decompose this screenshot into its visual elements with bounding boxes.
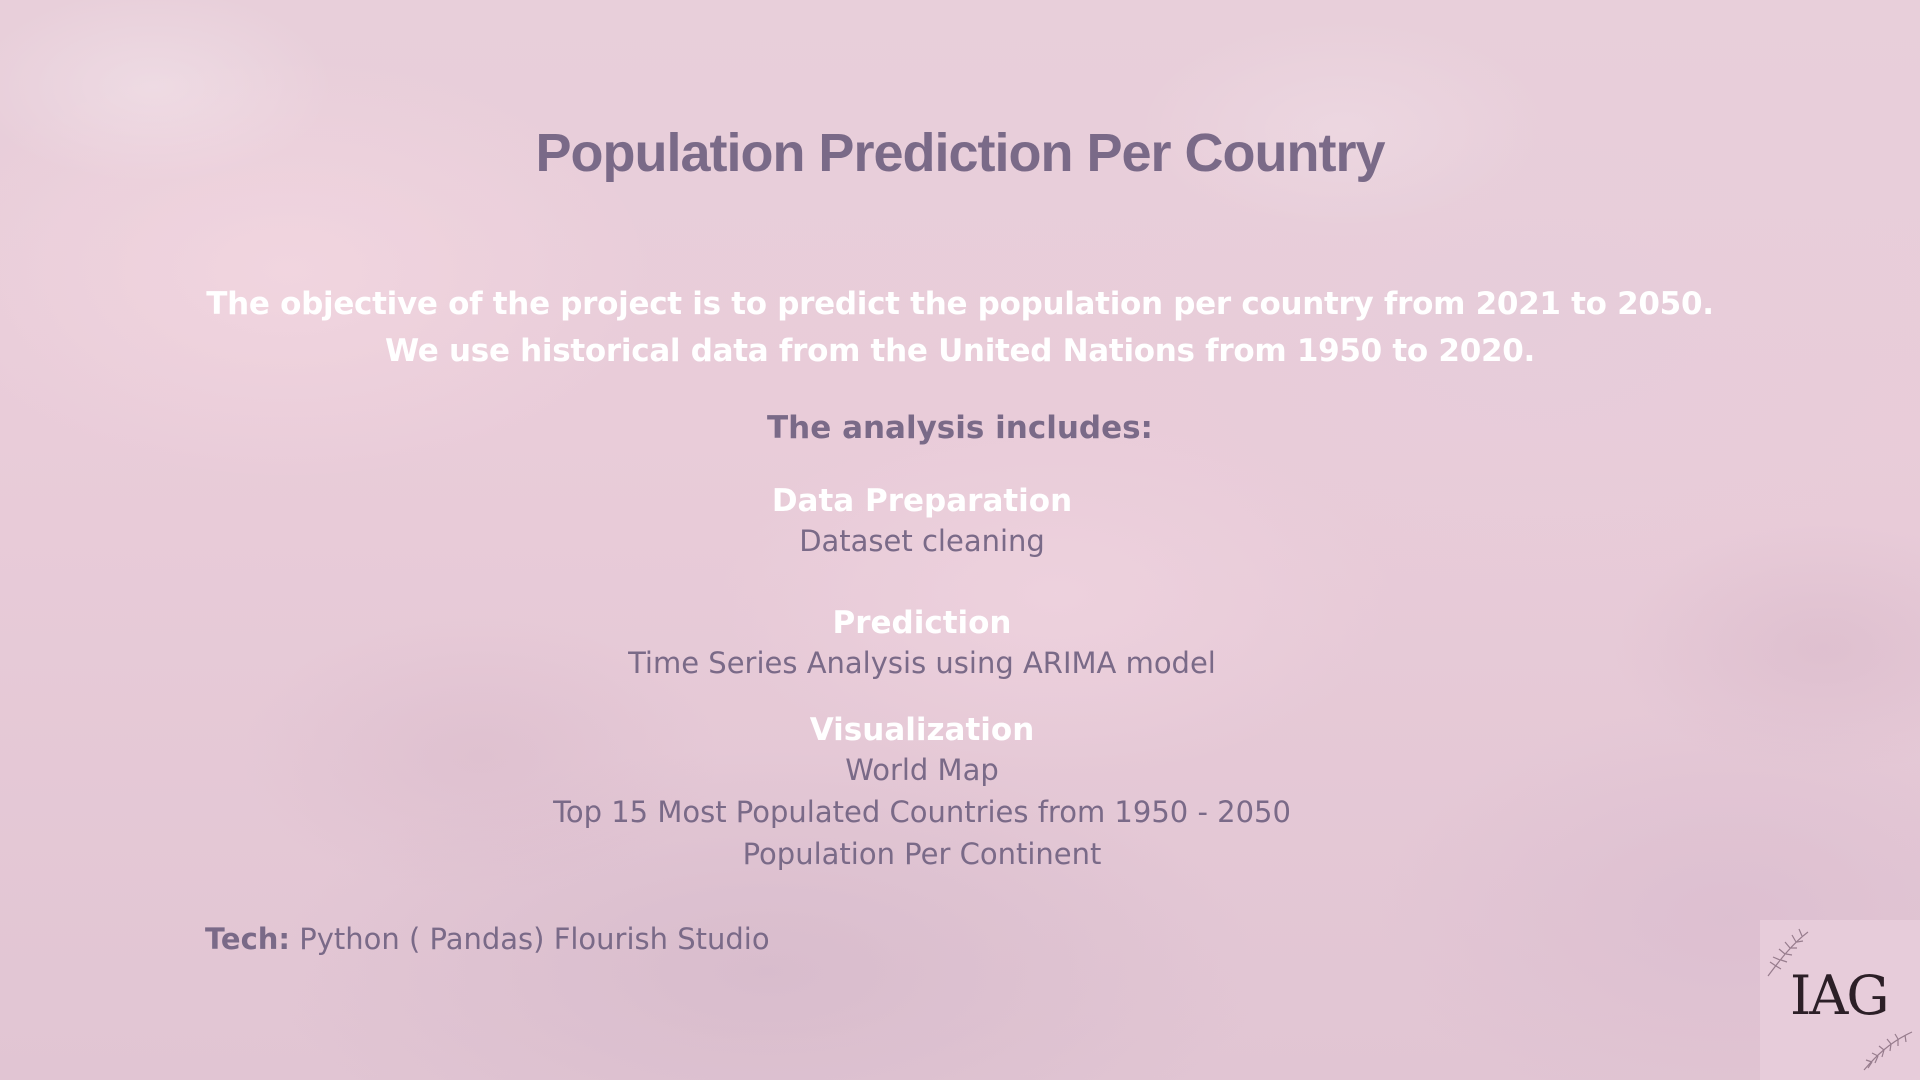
objective-line-2: We use historical data from the United N…: [385, 333, 1535, 369]
tech-line: Tech: Python ( Pandas) Flourish Studio: [205, 922, 770, 956]
section-item: Dataset cleaning: [799, 524, 1045, 558]
tech-label: Tech:: [205, 922, 291, 956]
analysis-heading: The analysis includes:: [767, 410, 1153, 446]
section-item: Population Per Continent: [742, 837, 1102, 871]
objective-line-1: The objective of the project is to predi…: [206, 286, 1714, 322]
section-heading: Data Preparation: [771, 483, 1073, 519]
section-visualization: Visualization World Map Top 15 Most Popu…: [0, 711, 1844, 875]
tech-value: Python ( Pandas) Flourish Studio: [290, 922, 770, 956]
section-prediction: Prediction Time Series Analysis using AR…: [0, 604, 1844, 684]
logo-text: IAG: [1790, 964, 1889, 1027]
section-heading: Visualization: [809, 712, 1035, 748]
section-data-preparation: Data Preparation Dataset cleaning: [0, 482, 1844, 562]
page-title: Population Prediction Per Country: [535, 123, 1385, 183]
section-item: World Map: [845, 753, 999, 787]
floral-branch-icon: [1767, 928, 1913, 1071]
section-heading: Prediction: [832, 605, 1012, 641]
objective-text: The objective of the project is to predi…: [0, 281, 1920, 375]
logo: IAG: [1760, 920, 1920, 1080]
section-item: Top 15 Most Populated Countries from 195…: [553, 795, 1291, 829]
section-item: Time Series Analysis using ARIMA model: [628, 646, 1216, 680]
